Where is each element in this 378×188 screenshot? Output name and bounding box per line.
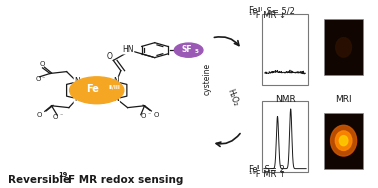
Text: NMR: NMR bbox=[275, 95, 296, 104]
Ellipse shape bbox=[339, 136, 348, 146]
Text: Reversible: Reversible bbox=[8, 175, 74, 185]
Text: 19: 19 bbox=[58, 172, 67, 178]
Text: N: N bbox=[113, 94, 119, 103]
Text: O: O bbox=[140, 113, 146, 119]
Ellipse shape bbox=[336, 38, 352, 57]
Text: N: N bbox=[113, 77, 119, 86]
Text: S= 5/2: S= 5/2 bbox=[263, 6, 294, 15]
Text: ¹⁹F MR ↓: ¹⁹F MR ↓ bbox=[248, 11, 285, 20]
Text: MRI: MRI bbox=[335, 95, 352, 104]
Text: O: O bbox=[52, 114, 57, 120]
Text: N: N bbox=[74, 94, 80, 103]
Text: O: O bbox=[40, 61, 45, 67]
Text: ⁻: ⁻ bbox=[42, 77, 45, 82]
Bar bbox=[324, 19, 363, 75]
Text: F MR redox sensing: F MR redox sensing bbox=[68, 175, 183, 185]
Text: O: O bbox=[154, 112, 159, 118]
Text: O: O bbox=[35, 76, 41, 82]
Ellipse shape bbox=[330, 125, 357, 156]
Text: O: O bbox=[107, 52, 113, 61]
Bar bbox=[262, 14, 308, 85]
Text: cysteine: cysteine bbox=[203, 63, 212, 95]
Text: O: O bbox=[37, 112, 42, 118]
Text: Fe: Fe bbox=[87, 84, 99, 94]
Bar bbox=[324, 113, 363, 169]
Text: N: N bbox=[74, 77, 80, 86]
Text: Fe: Fe bbox=[248, 6, 258, 15]
Text: Fe: Fe bbox=[248, 165, 258, 174]
Text: HN: HN bbox=[122, 45, 134, 54]
Text: III: III bbox=[257, 7, 263, 12]
Bar bbox=[262, 102, 308, 172]
Circle shape bbox=[174, 43, 203, 57]
Text: II/III: II/III bbox=[109, 84, 121, 89]
Text: ¹⁹F MR ↑: ¹⁹F MR ↑ bbox=[248, 170, 285, 179]
Text: ⁻: ⁻ bbox=[147, 114, 151, 119]
Text: S= 2: S= 2 bbox=[262, 165, 285, 174]
Text: 5: 5 bbox=[194, 49, 198, 54]
Ellipse shape bbox=[335, 131, 352, 150]
Text: ⁻: ⁻ bbox=[59, 114, 63, 119]
Text: SF: SF bbox=[181, 45, 192, 54]
Circle shape bbox=[70, 77, 124, 104]
Text: H₂O₂: H₂O₂ bbox=[226, 88, 240, 108]
Text: II: II bbox=[257, 165, 260, 170]
